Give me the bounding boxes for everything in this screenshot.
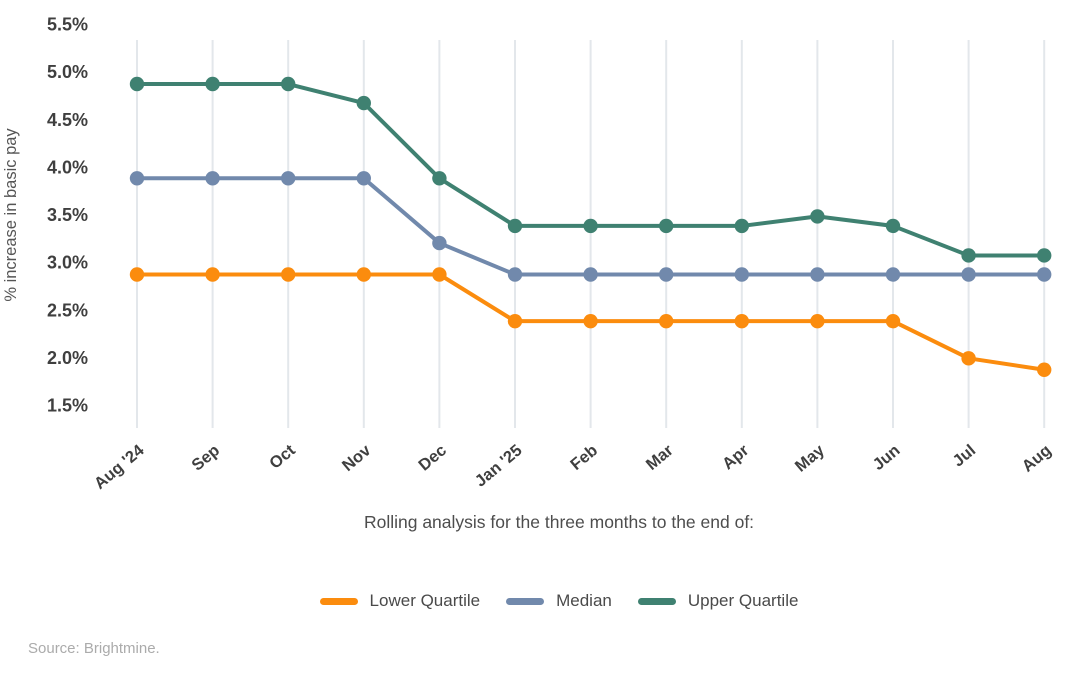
data-point-lower-quartile-oct[interactable] [281, 267, 296, 282]
data-point-median-jun[interactable] [885, 267, 901, 282]
legend-item-upper-quartile[interactable]: Upper Quartile [637, 591, 799, 611]
data-point-upper-quartile-nov[interactable] [356, 95, 371, 111]
y-tick-label: 1.5% [47, 396, 88, 416]
data-point-median-dec[interactable] [432, 235, 447, 251]
data-point-median-nov[interactable] [356, 171, 371, 186]
legend-swatch-median [506, 597, 545, 605]
x-tick-label-aug: Aug [1019, 441, 1055, 475]
data-point-lower-quartile-feb[interactable] [583, 313, 598, 329]
legend-item-lower-quartile[interactable]: Lower Quartile [319, 591, 481, 611]
y-tick-label: 5.5% [47, 15, 88, 35]
x-tick-label-apr: Apr [719, 441, 753, 473]
data-point-median-feb[interactable] [583, 267, 598, 282]
data-point-upper-quartile-jun[interactable] [885, 218, 901, 234]
data-point-median-may[interactable] [810, 267, 825, 282]
data-point-median-apr[interactable] [734, 267, 749, 282]
y-axis-title: % increase in basic pay [2, 128, 20, 302]
data-point-lower-quartile-aug-24[interactable] [129, 267, 145, 282]
data-point-median-oct[interactable] [281, 171, 296, 186]
source-note: Source: Brightmine. [28, 640, 160, 657]
data-point-median-mar[interactable] [659, 267, 674, 282]
x-tick-label-feb: Feb [567, 441, 601, 474]
data-point-median-aug-24[interactable] [129, 171, 145, 186]
data-point-upper-quartile-oct[interactable] [281, 76, 296, 92]
data-point-upper-quartile-aug[interactable] [1037, 248, 1052, 263]
x-tick-label-nov: Nov [339, 441, 375, 475]
x-tick-label-mar: Mar [643, 441, 677, 474]
y-tick-label: 3.5% [47, 205, 88, 225]
x-axis-title: Rolling analysis for the three months to… [363, 512, 755, 532]
data-point-median-aug[interactable] [1037, 267, 1052, 282]
data-point-lower-quartile-apr[interactable] [734, 313, 749, 329]
x-tick-label-dec: Dec [415, 441, 450, 474]
x-tick-label-jan-25: Jan '25 [472, 441, 526, 490]
data-point-upper-quartile-jan-25[interactable] [507, 218, 523, 234]
data-point-lower-quartile-aug[interactable] [1037, 362, 1052, 377]
x-tick-label-jun: Jun [870, 441, 904, 474]
data-point-lower-quartile-may[interactable] [810, 313, 825, 329]
legend-swatch-upper-quartile [637, 597, 676, 605]
data-point-median-sep[interactable] [205, 171, 220, 186]
data-point-median-jan-25[interactable] [507, 267, 523, 282]
data-point-upper-quartile-apr[interactable] [734, 218, 749, 234]
data-point-upper-quartile-may[interactable] [810, 209, 825, 224]
data-point-lower-quartile-jul[interactable] [961, 351, 976, 366]
x-tick-label-sep: Sep [188, 441, 223, 474]
legend-swatch-lower-quartile [319, 597, 358, 605]
data-point-upper-quartile-feb[interactable] [583, 218, 598, 234]
legend-label-lower-quartile: Lower Quartile [369, 591, 481, 610]
data-point-lower-quartile-nov[interactable] [356, 267, 371, 282]
y-tick-label: 2.5% [47, 300, 88, 320]
legend-item-median[interactable]: Median [506, 591, 612, 611]
y-tick-label: 4.0% [47, 157, 88, 177]
data-point-lower-quartile-dec[interactable] [432, 267, 447, 282]
x-tick-label-oct: Oct [266, 441, 299, 473]
x-tick-label-may: May [792, 441, 829, 476]
y-tick-label: 5.0% [47, 62, 88, 82]
legend-label-upper-quartile: Upper Quartile [687, 591, 799, 610]
y-tick-label: 2.0% [47, 348, 88, 368]
data-point-upper-quartile-sep[interactable] [205, 76, 220, 92]
data-point-lower-quartile-jun[interactable] [885, 313, 901, 329]
data-point-lower-quartile-sep[interactable] [205, 267, 220, 282]
x-tick-label-jul: Jul [949, 441, 979, 470]
y-tick-label: 3.0% [47, 253, 88, 273]
legend-label-median: Median [556, 591, 612, 610]
data-point-median-jul[interactable] [961, 267, 976, 282]
y-tick-label: 4.5% [47, 110, 88, 130]
pay-trend-line-chart: 5.5% 5.0% 4.5% 4.0% 3.5% 3.0% 2.5% 2.0% 1.5% Aug … [2, 15, 1055, 493]
data-point-lower-quartile-mar[interactable] [659, 313, 674, 329]
data-point-lower-quartile-jan-25[interactable] [507, 313, 523, 329]
data-point-upper-quartile-jul[interactable] [961, 248, 976, 263]
data-point-upper-quartile-aug-24[interactable] [129, 76, 145, 92]
data-point-upper-quartile-mar[interactable] [659, 218, 674, 234]
chart-legend: Lower Quartile Median Upper Quartile [40, 591, 1078, 611]
x-tick-label-aug-24: Aug '24 [91, 441, 148, 493]
data-point-upper-quartile-dec[interactable] [432, 171, 447, 186]
